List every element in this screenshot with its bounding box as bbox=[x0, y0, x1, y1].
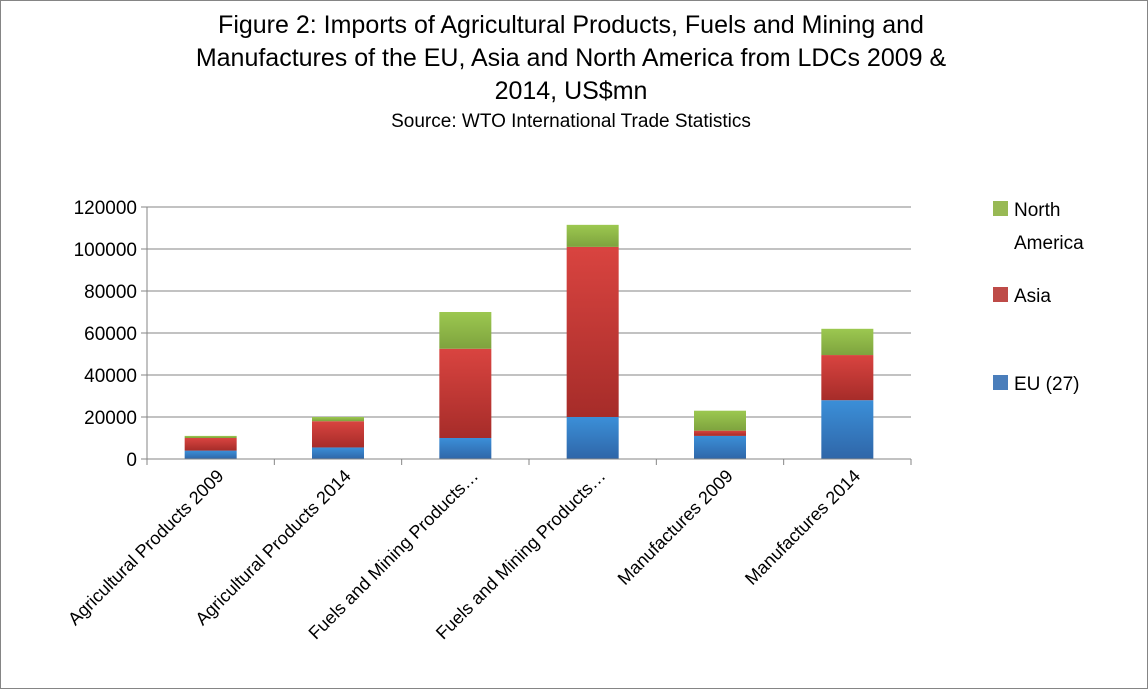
chart-title-line-2: Manufactures of the EU, Asia and North A… bbox=[195, 44, 947, 72]
x-tick-label: Manufactures 2014 bbox=[741, 466, 864, 589]
bar-segment bbox=[312, 447, 364, 459]
y-tick-label: 20000 bbox=[84, 408, 137, 429]
legend-label: North bbox=[1014, 200, 1060, 221]
y-tick-label: 80000 bbox=[84, 282, 137, 303]
bar-segment bbox=[184, 435, 237, 438]
bars bbox=[184, 224, 874, 459]
axes bbox=[141, 206, 912, 465]
chart-subtitle: Source: WTO International Trade Statisti… bbox=[391, 111, 751, 132]
bar-segment bbox=[312, 417, 364, 422]
legend-swatch bbox=[993, 201, 1008, 216]
bar-segment bbox=[184, 450, 237, 459]
bar-segment bbox=[821, 355, 874, 401]
bar-segment bbox=[439, 348, 492, 438]
gridlines bbox=[147, 206, 911, 418]
chart-title-line-1: Figure 2: Imports of Agricultural Produc… bbox=[218, 11, 924, 39]
bar-segment bbox=[694, 430, 746, 436]
chart-title-line-3: 2014, US$mn bbox=[494, 77, 648, 105]
bar-segment bbox=[566, 246, 619, 417]
legend-label: America bbox=[1014, 233, 1084, 254]
chart-title: Figure 2: Imports of Agricultural Produc… bbox=[141, 9, 1001, 134]
bar-segment bbox=[821, 328, 874, 356]
y-tick-label: 60000 bbox=[84, 324, 137, 345]
bar-segment bbox=[312, 421, 364, 448]
legend: North America Asia EU (27) bbox=[993, 200, 1084, 395]
legend-swatch bbox=[993, 287, 1008, 302]
bar-segment bbox=[694, 410, 746, 431]
legend-label: Asia bbox=[1014, 286, 1051, 307]
bar-segment bbox=[566, 417, 619, 459]
bar-segment bbox=[184, 438, 237, 451]
y-tick-label: 40000 bbox=[84, 366, 137, 387]
bar-segment bbox=[694, 435, 746, 459]
legend-label: EU (27) bbox=[1014, 374, 1079, 395]
bar-segment bbox=[439, 438, 492, 459]
bar-segment bbox=[566, 224, 619, 247]
x-tick-label: Manufactures 2009 bbox=[614, 466, 737, 589]
bar-segment bbox=[821, 400, 874, 459]
y-tick-labels: 0 20000 40000 60000 80000 100000 120000 bbox=[74, 198, 137, 471]
legend-swatch bbox=[993, 375, 1008, 390]
y-tick-label: 120000 bbox=[74, 198, 137, 219]
bar-segment bbox=[439, 312, 492, 349]
y-tick-label: 0 bbox=[126, 450, 137, 471]
y-tick-label: 100000 bbox=[74, 240, 137, 261]
